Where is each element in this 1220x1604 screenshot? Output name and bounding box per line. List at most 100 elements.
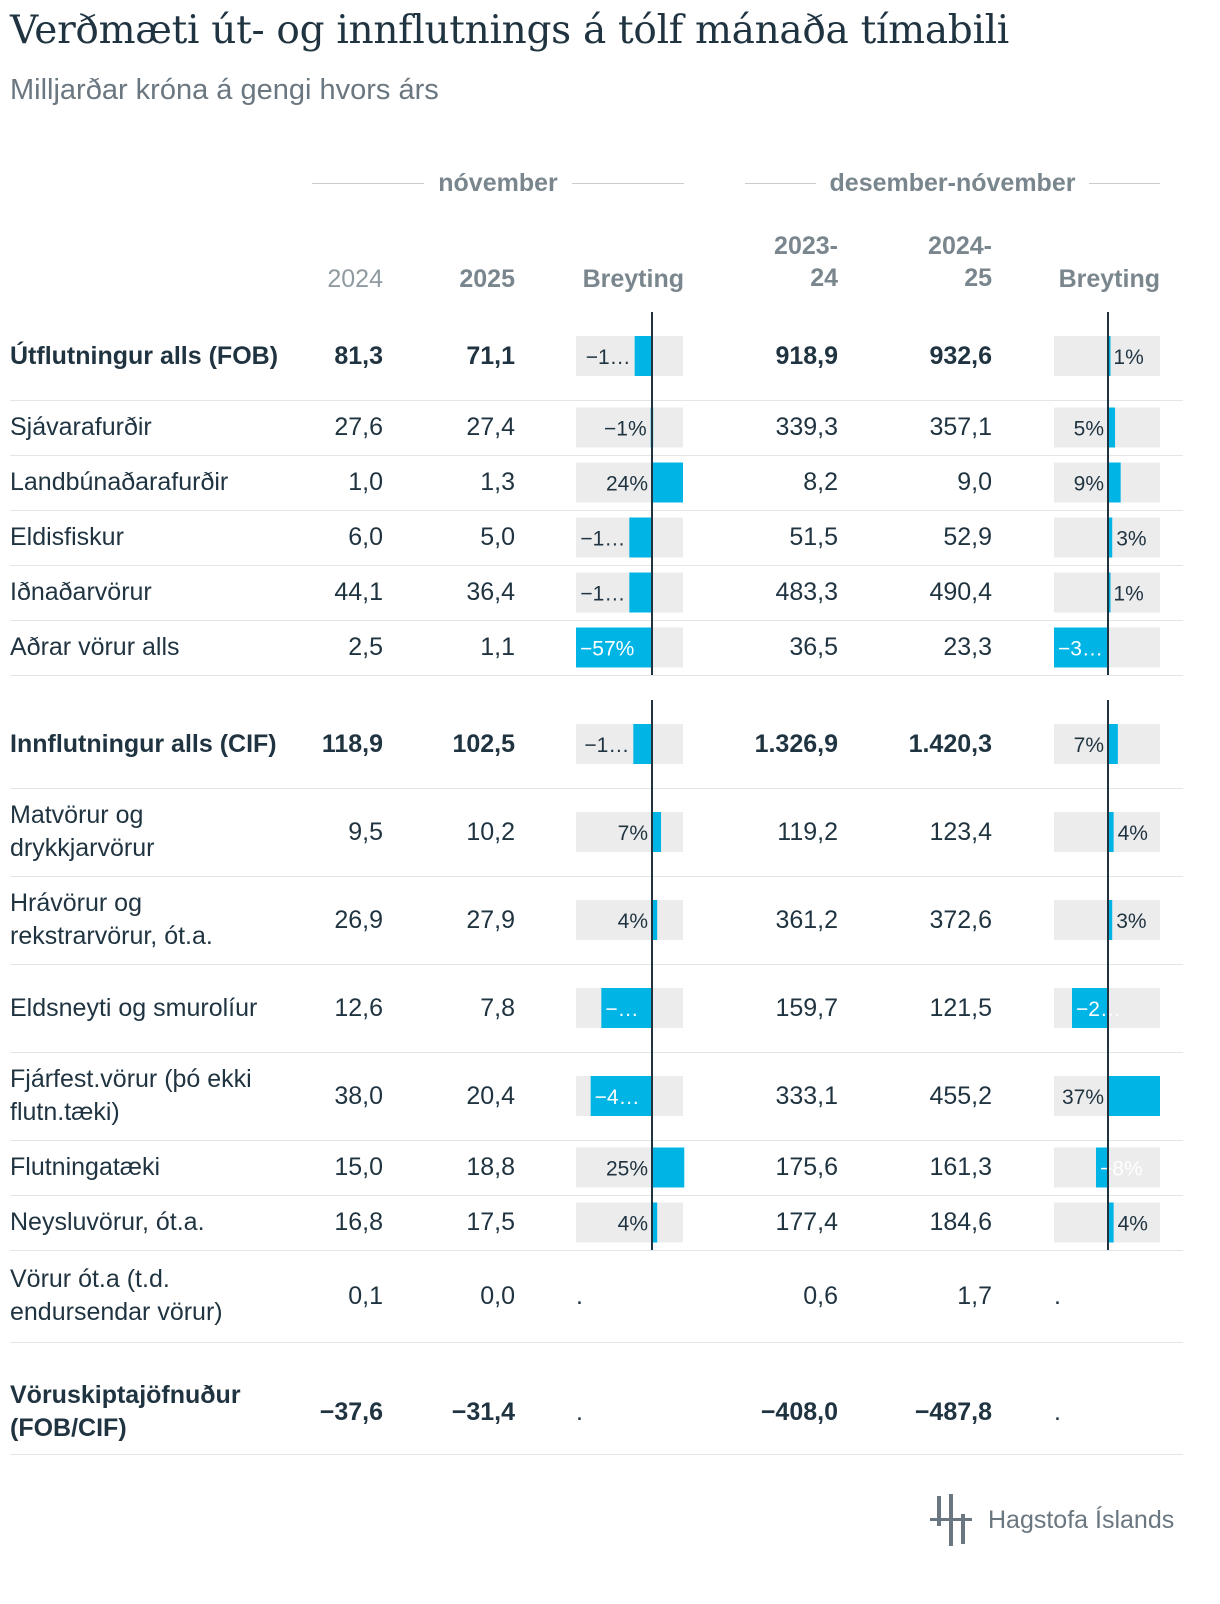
col-header-period-2023-24-line2: 24 bbox=[810, 264, 838, 292]
value-p2324: 119,2 bbox=[777, 817, 838, 846]
row-label: Fjárfest.vörur (þó ekki flutn.tæki) bbox=[10, 1065, 252, 1126]
value-p2425: 123,4 bbox=[929, 817, 992, 846]
table-row-transport: Flutningatæki 15,0 18,8 175,6 161,3 bbox=[10, 1140, 1183, 1196]
value-p2425: 52,9 bbox=[943, 523, 992, 551]
row-label: Aðrar vörur alls bbox=[10, 633, 180, 661]
value-v2024: −37,6 bbox=[319, 1397, 383, 1426]
table-row-balance: Vöruskiptajöfnuður (FOB/CIF) −37,6 −31,4 −4… bbox=[10, 1370, 1183, 1455]
value-p2425: 161,3 bbox=[929, 1153, 992, 1181]
value-v2024: 27,6 bbox=[334, 413, 383, 441]
hagstofa-logo-icon bbox=[930, 1494, 972, 1546]
value-v2025: 36,4 bbox=[466, 578, 515, 606]
value-p2425: 357,1 bbox=[929, 413, 992, 441]
value-v2025: 71,1 bbox=[466, 341, 515, 370]
chart-subtitle: Milljarðar króna á gengi hvors árs bbox=[10, 74, 439, 106]
value-p2425: 490,4 bbox=[929, 578, 992, 606]
value-p2324: 1.326,9 bbox=[754, 729, 838, 758]
row-label: Flutningatæki bbox=[10, 1153, 161, 1181]
row-label: Eldisfiskur bbox=[10, 523, 124, 551]
value-v2025: 27,9 bbox=[466, 905, 515, 934]
value-v2025: 5,0 bbox=[480, 523, 515, 551]
value-v2025: 17,5 bbox=[466, 1208, 515, 1236]
value-p2425: 121,5 bbox=[929, 993, 992, 1022]
value-v2024: 9,5 bbox=[348, 817, 383, 846]
value-v2024: 16,8 bbox=[334, 1208, 383, 1236]
value-p2324: 361,2 bbox=[775, 905, 838, 934]
value-p2324: 483,3 bbox=[775, 578, 838, 606]
col-header-period-2023-24-line1: 2023- bbox=[774, 232, 838, 260]
row-label: Innflutningur alls (CIF) bbox=[10, 729, 277, 758]
row-label: Vöruskiptajöfnuður (FOB/CIF) bbox=[10, 1381, 241, 1442]
row-label: Neysluvörur, ót.a. bbox=[10, 1208, 205, 1236]
value-v2024: 2,5 bbox=[348, 633, 383, 661]
value-v2024: 6,0 bbox=[348, 523, 383, 551]
value-v2025: 1,3 bbox=[480, 468, 515, 496]
value-v2025: 102,5 bbox=[452, 729, 515, 758]
change-november-empty: . bbox=[576, 1397, 583, 1426]
value-v2024: 0,1 bbox=[348, 1281, 383, 1310]
col-header-2025: 2025 bbox=[459, 265, 515, 293]
group-header-november: nóvember bbox=[312, 166, 685, 200]
row-label: Útflutningur alls (FOB) bbox=[10, 341, 279, 370]
table-row-agri: Landbúnaðarafurðir 1,0 1,3 8,2 9,0 bbox=[10, 455, 1183, 511]
value-p2425: −487,8 bbox=[914, 1397, 992, 1426]
col-header-period-2024-25: 2024- 25 bbox=[874, 230, 992, 294]
row-label: Vörur ót.a (t.d. endursendar vörur) bbox=[10, 1265, 223, 1326]
value-v2024: 44,1 bbox=[334, 578, 383, 606]
value-v2025: 27,4 bbox=[466, 413, 515, 441]
value-p2324: 177,4 bbox=[775, 1208, 838, 1236]
row-label: Matvörur og drykkjarvörur bbox=[10, 801, 155, 862]
value-v2024: 81,3 bbox=[334, 341, 383, 370]
value-v2024: 38,0 bbox=[334, 1081, 383, 1110]
col-header-2024: 2024 bbox=[327, 265, 383, 293]
value-p2324: 333,1 bbox=[775, 1081, 838, 1110]
group-label-november: nóvember bbox=[438, 168, 558, 197]
value-v2025: 1,1 bbox=[480, 633, 515, 661]
value-p2324: 175,6 bbox=[775, 1153, 838, 1181]
hagstofa-logo-text: Hagstofa Íslands bbox=[988, 1505, 1175, 1534]
group-header-twelve-month: desember-nóvember bbox=[745, 166, 1160, 200]
col-header-period-2024-25-line1: 2024- bbox=[928, 232, 992, 260]
table-row-industrial: Iðnaðarvörur 44,1 36,4 483,3 490,4 bbox=[10, 565, 1183, 621]
value-v2024: 26,9 bbox=[334, 905, 383, 934]
value-v2025: 20,4 bbox=[466, 1081, 515, 1110]
table-row-seafood: Sjávarafurðir 27,6 27,4 339,3 357,1 bbox=[10, 400, 1183, 456]
value-p2425: 455,2 bbox=[929, 1081, 992, 1110]
value-p2425: 23,3 bbox=[943, 633, 992, 661]
value-p2425: 372,6 bbox=[929, 905, 992, 934]
value-p2324: 36,5 bbox=[789, 633, 838, 661]
table-row-export-total: Útflutningur alls (FOB) 81,3 71,1 918,9 932,… bbox=[10, 312, 1183, 401]
value-v2024: 118,9 bbox=[321, 729, 383, 758]
col-header-period-2023-24: 2023- 24 bbox=[720, 230, 838, 294]
col-header-period-2024-25-line2: 25 bbox=[964, 264, 992, 292]
value-v2024: 12,6 bbox=[334, 993, 383, 1022]
value-p2425: 9,0 bbox=[957, 468, 992, 496]
col-header-change-twelve-month: Breyting bbox=[1058, 265, 1160, 293]
table-row-capital: Fjárfest.vörur (þó ekki flutn.tæki) 38,0 2… bbox=[10, 1052, 1183, 1141]
table-row-consumer: Neysluvörur, ót.a. 16,8 17,5 177,4 184,6 bbox=[10, 1195, 1183, 1251]
change-twelve-month-empty: . bbox=[1054, 1281, 1061, 1310]
value-p2425: 1,7 bbox=[957, 1281, 992, 1310]
value-v2025: 18,8 bbox=[466, 1153, 515, 1181]
value-v2025: −31,4 bbox=[451, 1397, 515, 1426]
value-p2324: −408,0 bbox=[760, 1397, 838, 1426]
value-p2324: 0,6 bbox=[803, 1281, 838, 1310]
table-row-farmed-fish: Eldisfiskur 6,0 5,0 51,5 52,9 bbox=[10, 510, 1183, 566]
value-p2425: 1.420,3 bbox=[908, 729, 992, 758]
value-p2324: 51,5 bbox=[789, 523, 838, 551]
row-label: Iðnaðarvörur bbox=[10, 578, 152, 606]
row-label: Sjávarafurðir bbox=[10, 413, 152, 441]
value-p2324: 8,2 bbox=[803, 468, 838, 496]
value-v2024: 15,0 bbox=[334, 1153, 383, 1181]
value-v2025: 7,8 bbox=[480, 993, 515, 1022]
value-v2024: 1,0 bbox=[348, 468, 383, 496]
row-label: Landbúnaðarafurðir bbox=[10, 468, 229, 496]
table-row-other-imports: Vörur ót.a (t.d. endursendar vörur) 0,1 0,… bbox=[10, 1250, 1183, 1343]
table-row-food: Matvörur og drykkjarvörur 9,5 10,2 119,2 123… bbox=[10, 788, 1183, 877]
value-p2425: 184,6 bbox=[929, 1208, 992, 1236]
group-label-twelve-month: desember-nóvember bbox=[829, 168, 1076, 197]
row-label: Eldsneyti og smurolíur bbox=[10, 993, 258, 1022]
chart-title: Verðmæti út- og innflutnings á tólf mána… bbox=[10, 8, 1009, 53]
value-p2324: 918,9 bbox=[775, 341, 838, 370]
value-p2324: 159,7 bbox=[775, 993, 838, 1022]
